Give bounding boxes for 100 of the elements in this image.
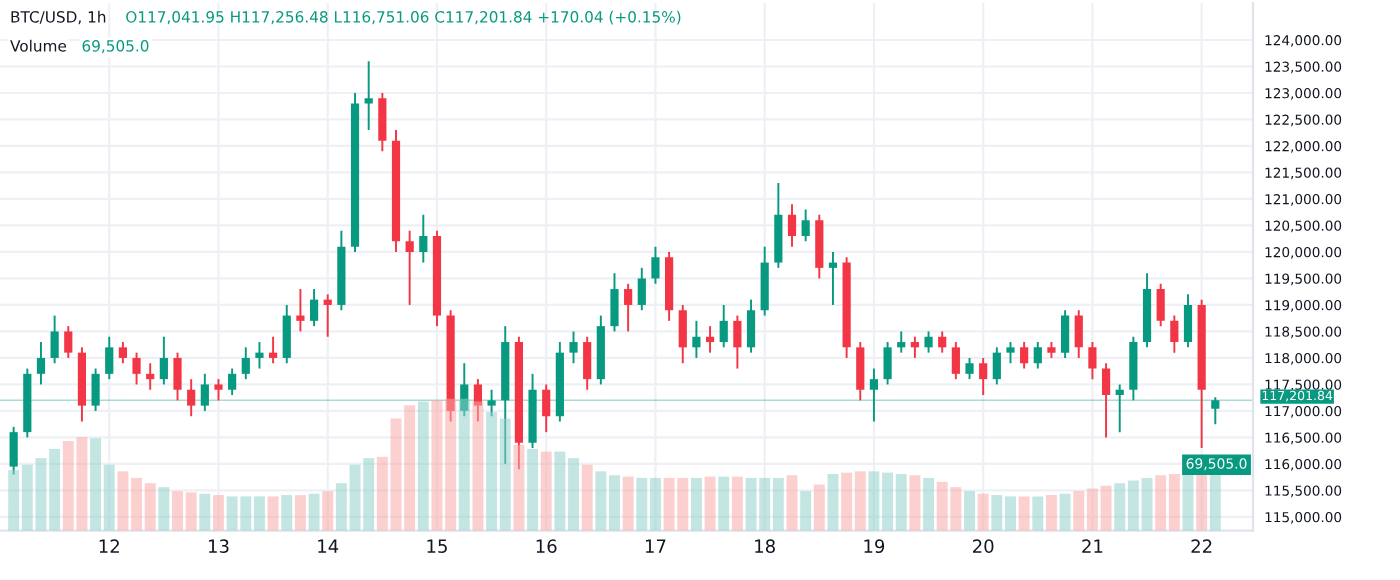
candlestick [1033, 341, 1042, 370]
bar [103, 464, 115, 531]
candlestick [255, 341, 264, 370]
candlestick [746, 298, 756, 354]
candlestick [924, 330, 933, 354]
x-tick-label: 16 [536, 539, 557, 554]
bar [131, 477, 143, 531]
candlestick [705, 325, 715, 354]
candlestick [815, 213, 824, 280]
bar [813, 484, 825, 531]
bar [240, 496, 252, 531]
candlestick [323, 293, 332, 338]
bar [882, 472, 894, 531]
bar [1086, 488, 1098, 531]
candlestick [910, 335, 919, 359]
candlestick [487, 388, 496, 418]
bar [349, 464, 361, 531]
candlestick [733, 314, 742, 370]
bar [636, 477, 648, 531]
candlestick [828, 250, 838, 306]
candlestick [228, 367, 237, 397]
bar [909, 475, 921, 531]
bar [977, 493, 989, 531]
candlestick [105, 335, 114, 381]
x-tick-label: 13 [208, 539, 229, 554]
bar [895, 473, 907, 531]
bar [1032, 496, 1044, 531]
bar [609, 475, 620, 531]
candlestick [569, 330, 578, 365]
candlestick [624, 282, 633, 333]
bar [950, 487, 962, 531]
bar [759, 477, 771, 531]
candlestick [869, 367, 879, 423]
bar [404, 405, 416, 531]
candlestick [173, 351, 182, 402]
bar [1168, 473, 1180, 531]
candlestick [378, 92, 387, 153]
candlestick [1115, 383, 1124, 434]
candlestick [214, 378, 223, 402]
bar [117, 471, 129, 531]
bar [1059, 493, 1071, 531]
x-tick-label: 12 [99, 539, 119, 553]
bar [1100, 485, 1112, 531]
x-tick-label: 20 [973, 539, 994, 554]
bar [281, 495, 293, 531]
bar [21, 464, 33, 531]
candlestick [419, 213, 428, 264]
candlestick [200, 372, 209, 412]
candlestick [296, 288, 305, 333]
candlestick [309, 288, 319, 328]
candlestick [118, 341, 127, 365]
bar [1209, 473, 1221, 531]
bar [1073, 491, 1085, 531]
bar [827, 473, 839, 531]
candlestick [719, 303, 728, 349]
bar [144, 483, 156, 531]
bar [90, 438, 102, 531]
candlestick [146, 362, 155, 391]
bar [991, 495, 1003, 531]
bar [1114, 483, 1126, 531]
bar [49, 448, 61, 531]
bar [390, 418, 402, 531]
bar [308, 493, 320, 531]
candlestick [787, 203, 797, 248]
bar [923, 477, 935, 531]
bar [253, 496, 265, 531]
bar [800, 491, 812, 531]
bar [294, 495, 306, 531]
candlestick [1156, 282, 1165, 328]
candlestick [159, 335, 168, 386]
bar [1196, 472, 1208, 531]
bar [322, 491, 334, 531]
bar [677, 477, 689, 531]
bar [704, 476, 716, 531]
bar [431, 400, 443, 531]
bar [718, 476, 730, 531]
candlestick [883, 341, 892, 386]
candlestick [542, 383, 551, 434]
x-tick-label: 22 [1191, 539, 1212, 553]
bar [595, 471, 607, 531]
x-tick-label: 19 [864, 539, 885, 554]
bar [376, 456, 388, 531]
candlestick [651, 245, 660, 285]
bar [158, 487, 170, 531]
candlestick [801, 208, 810, 243]
bar [554, 451, 566, 531]
candlestick [1101, 362, 1111, 439]
candlestick [897, 330, 906, 354]
candlestick [1074, 309, 1083, 359]
bar [417, 401, 429, 531]
bar [540, 451, 552, 531]
candlestick [992, 346, 1001, 386]
bar [363, 458, 375, 531]
bar [649, 477, 661, 531]
candlestick [187, 378, 196, 418]
candlestick [36, 341, 46, 386]
bar [663, 477, 675, 531]
bar [185, 492, 197, 531]
bar [1005, 496, 1016, 531]
candlestick [364, 60, 373, 132]
